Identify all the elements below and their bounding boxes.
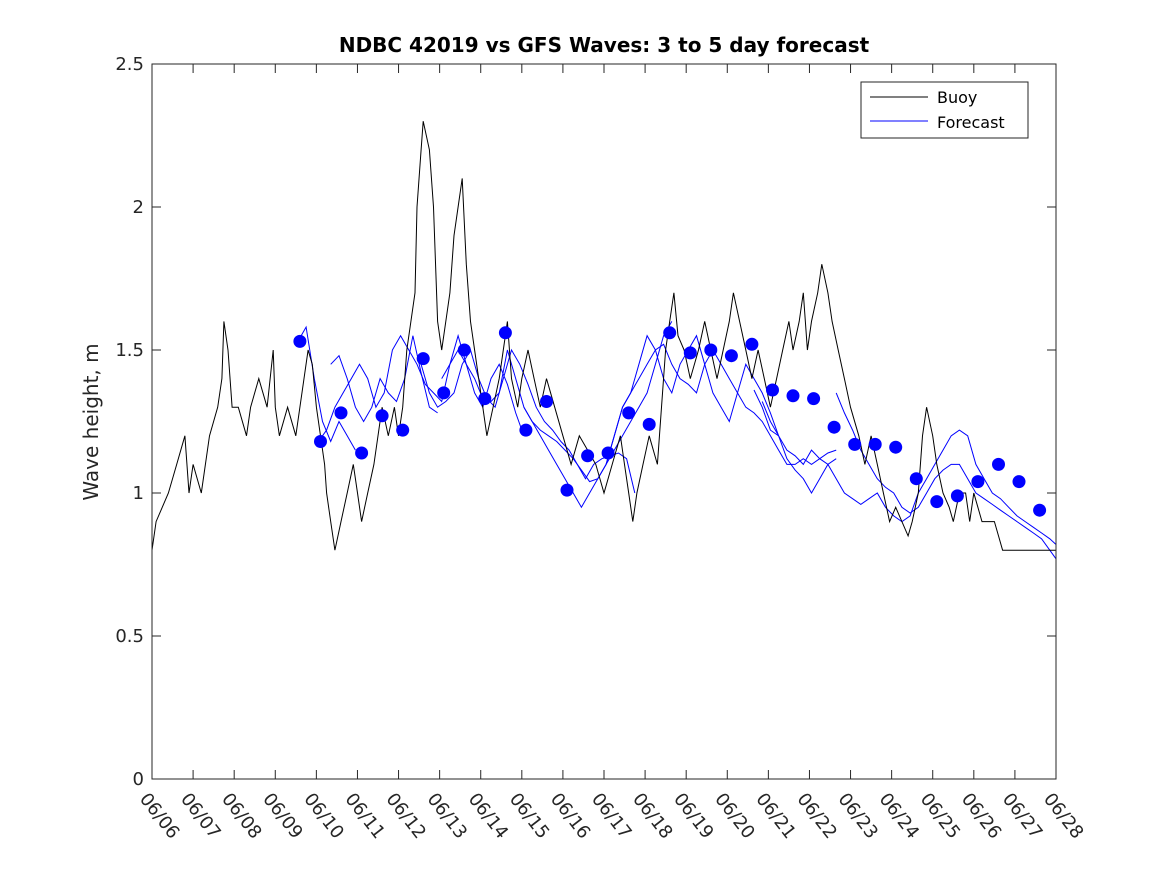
y-tick-label: 0 [133,769,144,790]
forecast-line [835,392,1057,560]
plot-area [151,121,1057,560]
x-tick-label: 06/17 [587,789,635,843]
legend-buoy-label: Buoy [937,88,977,107]
y-tick-label: 2 [133,197,144,218]
x-tick-label: 06/09 [258,789,306,843]
x-tick-label: 06/27 [998,789,1046,843]
x-tick-label: 06/18 [628,789,676,843]
forecast-point [334,406,348,420]
forecast-point [745,337,759,351]
y-axis-label: Wave height, m [79,343,103,500]
plot-frame [151,63,1057,780]
forecast-line [420,348,636,494]
forecast-point [868,437,882,451]
forecast-point [293,334,307,348]
forecast-point [807,392,821,406]
x-tick-label: 06/10 [299,789,347,843]
forecast-point [1012,475,1026,489]
chart-title: NDBC 42019 vs GFS Waves: 3 to 5 day fore… [339,33,870,57]
x-tick-label: 06/06 [135,789,183,843]
x-tick-label: 06/15 [505,789,553,843]
legend-box [860,81,1029,139]
forecast-point [786,389,800,403]
y-tick-label: 2.5 [115,54,144,75]
forecast-point [930,495,944,509]
forecast-point [950,489,964,503]
x-tick-label: 06/14 [464,789,512,843]
forecast-line [753,389,1057,545]
forecast-line [330,335,438,423]
forecast-line [761,401,837,495]
y-tick-label: 1.5 [115,340,144,361]
forecast-point [642,417,656,431]
forecast-point [581,449,595,463]
forecast-point [971,475,985,489]
x-tick-label: 06/16 [546,789,594,843]
forecast-point [437,386,451,400]
y-tick-label: 0.5 [115,626,144,647]
x-tick-label: 06/12 [382,789,430,843]
x-tick-label: 06/07 [176,789,224,843]
forecast-point [416,352,430,366]
x-tick-label: 06/21 [751,789,799,843]
forecast-point [766,383,779,397]
forecast-point [478,392,492,406]
forecast-point [355,446,369,460]
x-tick-label: 06/28 [1039,789,1087,843]
forecast-point [724,349,738,363]
forecast-point [848,437,862,451]
forecast-point [704,343,718,357]
forecast-point [683,346,697,360]
forecast-point [540,395,553,408]
buoy-line [151,121,1056,551]
x-tick-label: 06/11 [341,789,389,843]
legend-forecast-label: Forecast [937,113,1005,132]
forecast-point [663,326,677,340]
forecast-point [601,446,615,460]
x-tick-label: 06/13 [423,789,471,843]
x-tick-label: 06/23 [834,789,882,843]
x-tick-label: 06/25 [916,789,964,843]
forecast-point [992,457,1005,471]
legend: Buoy Forecast [860,81,1029,139]
forecast-point [457,343,471,357]
forecast-line [523,334,780,483]
forecast-point [622,406,636,420]
forecast-line [317,333,525,442]
x-tick-label: 06/22 [793,789,841,843]
forecast-point [314,435,327,448]
forecast-point [827,420,841,434]
x-tick-label: 06/08 [217,789,265,843]
x-tick-label: 06/24 [875,789,923,843]
x-tick-label: 06/19 [669,789,717,843]
forecast-line [297,325,356,451]
forecast-point [560,483,574,497]
y-tick-label: 1 [133,483,144,504]
forecast-line [605,343,837,466]
forecast-point [498,326,512,340]
forecast-point [1033,503,1047,517]
forecast-point [519,423,533,437]
forecast-point [375,409,389,423]
x-tick-label: 06/26 [957,789,1005,843]
forecast-point [889,440,903,454]
axis-ticks: 06/0606/0706/0806/0906/1006/1106/1206/13… [115,54,1087,843]
forecast-point [909,472,923,486]
forecast-point [396,423,410,437]
x-tick-label: 06/20 [710,789,758,843]
